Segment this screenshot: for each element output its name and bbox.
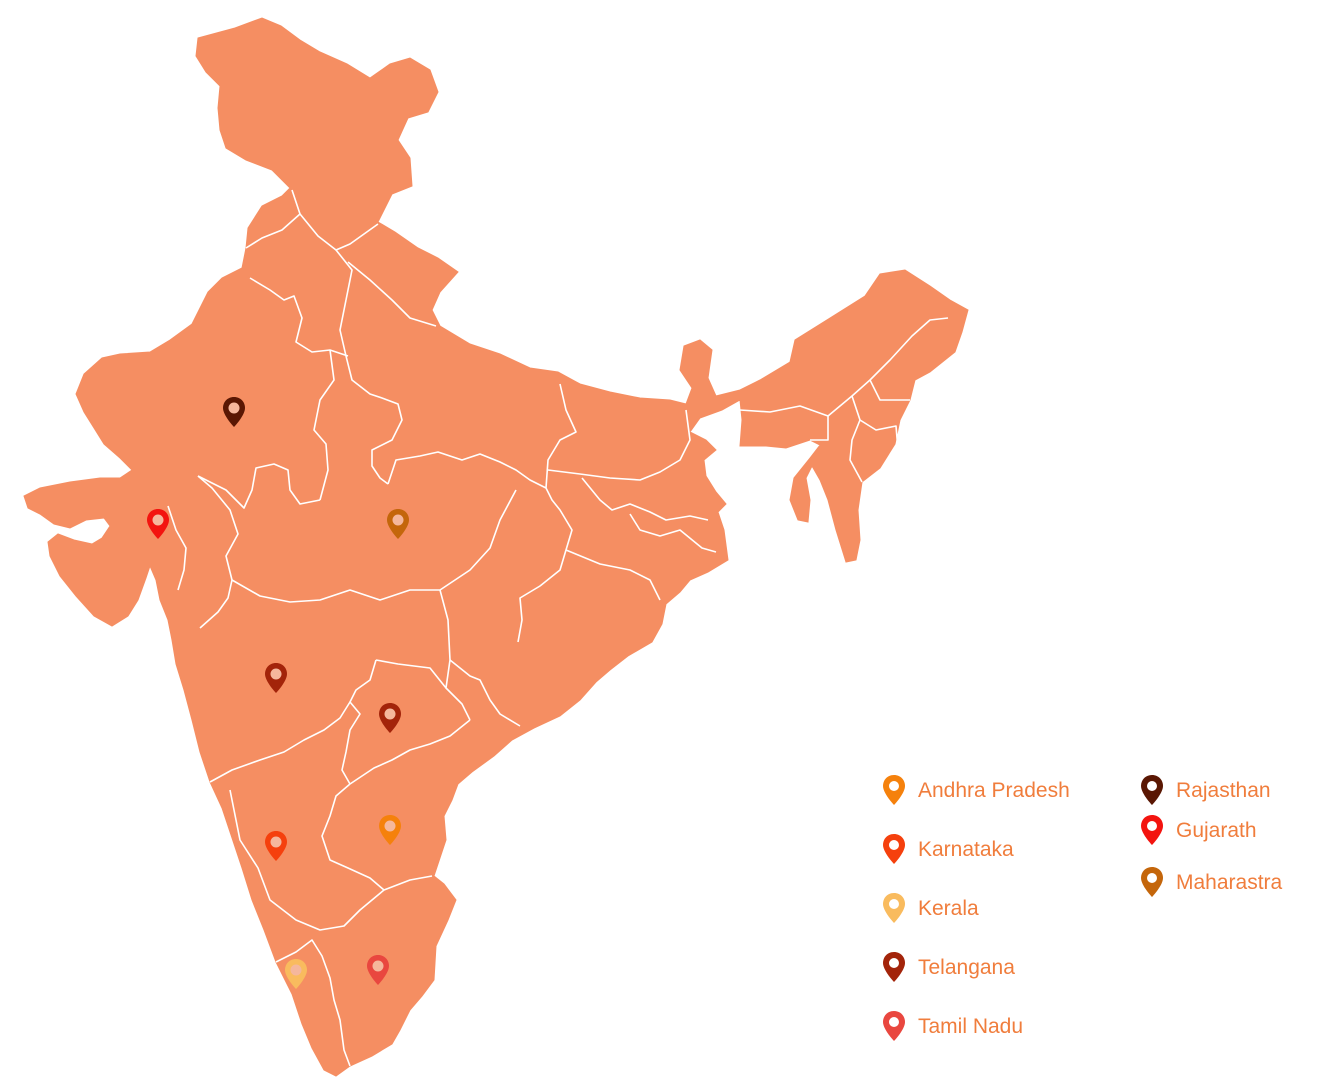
marker-tamil-nadu[interactable] (367, 955, 389, 985)
marker-gujarath[interactable] (147, 509, 169, 539)
legend-item-andhra-pradesh[interactable]: Andhra Pradesh (882, 774, 1070, 806)
legend-label: Gujarath (1176, 818, 1257, 842)
map-pin-icon (883, 893, 905, 923)
marker-kerala[interactable] (285, 959, 307, 989)
legend-item-kerala[interactable]: Kerala (882, 892, 979, 924)
legend-item-telangana[interactable]: Telangana (882, 951, 1015, 983)
marker-telangana[interactable] (379, 703, 401, 733)
legend-label: Kerala (918, 896, 979, 920)
mainland-india (23, 17, 969, 1077)
map-pin-icon (883, 775, 905, 805)
marker-maharastra[interactable] (387, 509, 409, 539)
marker-andhra-pradesh[interactable] (379, 815, 401, 845)
legend-label: Karnataka (918, 837, 1014, 861)
legend-item-maharastra[interactable]: Maharastra (1140, 866, 1282, 898)
map-pin-icon (1141, 815, 1163, 845)
legend-item-rajasthan[interactable]: Rajasthan (1140, 774, 1271, 806)
legend-item-gujarath[interactable]: Gujarath (1140, 814, 1257, 846)
marker-karnataka[interactable] (265, 831, 287, 861)
map-pin-icon (883, 1011, 905, 1041)
legend-label: Rajasthan (1176, 778, 1271, 802)
legend-label: Maharastra (1176, 870, 1283, 894)
state-borders (167, 189, 717, 1067)
legend-label: Telangana (918, 955, 1015, 979)
legend-item-karnataka[interactable]: Karnataka (882, 833, 1014, 865)
map-pin-icon (883, 952, 905, 982)
legend-label: Tamil Nadu (918, 1014, 1024, 1038)
marker-telangana-west[interactable] (265, 663, 287, 693)
northeast-borders (739, 317, 949, 483)
legend-label: Andhra Pradesh (918, 778, 1070, 802)
map-markers (147, 397, 409, 989)
marker-rajasthan[interactable] (223, 397, 245, 427)
map-pin-icon (1141, 775, 1163, 805)
map-pin-icon (1141, 867, 1163, 897)
legend-item-tamil-nadu[interactable]: Tamil Nadu (882, 1010, 1023, 1042)
map-pin-icon (883, 834, 905, 864)
